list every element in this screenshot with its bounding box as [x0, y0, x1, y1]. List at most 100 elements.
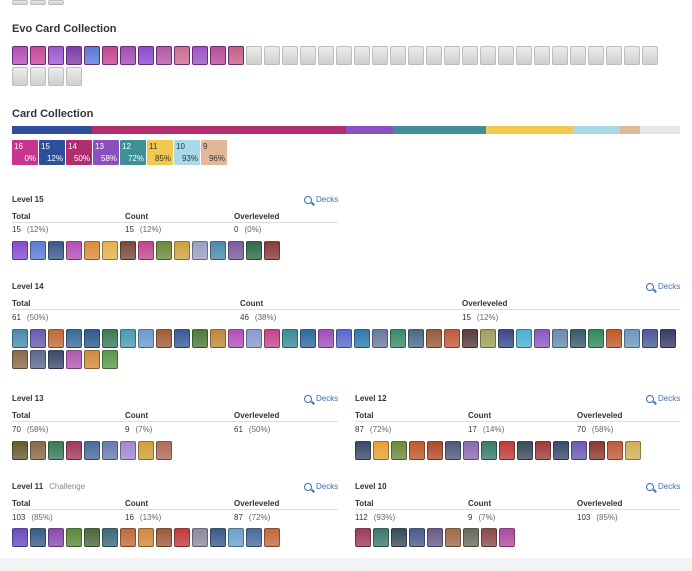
card-icon[interactable] [409, 528, 425, 547]
card-icon[interactable] [589, 441, 605, 460]
card-icon[interactable] [192, 528, 208, 547]
card-icon[interactable] [463, 441, 479, 460]
evo-card-locked[interactable] [462, 46, 478, 65]
card-icon[interactable] [156, 441, 172, 460]
card-icon[interactable] [480, 329, 496, 348]
level-box[interactable]: 15 12% [39, 140, 65, 165]
card-icon[interactable] [66, 350, 82, 369]
card-icon[interactable] [120, 528, 136, 547]
card-icon[interactable] [444, 329, 460, 348]
card-icon[interactable] [66, 441, 82, 460]
level-box[interactable]: 16 0% [12, 140, 38, 165]
card-icon[interactable] [355, 528, 371, 547]
card-icon[interactable] [264, 528, 280, 547]
evo-card-locked[interactable] [408, 46, 424, 65]
evo-card-locked[interactable] [30, 67, 46, 86]
card-icon[interactable] [246, 329, 262, 348]
evo-card-locked[interactable] [318, 46, 334, 65]
evo-card-owned[interactable] [48, 46, 64, 65]
evo-card-locked[interactable] [606, 46, 622, 65]
card-icon[interactable] [192, 241, 208, 260]
card-icon[interactable] [391, 528, 407, 547]
card-icon[interactable] [30, 329, 46, 348]
evo-card-owned[interactable] [84, 46, 100, 65]
level-13-decks-link[interactable]: Decks [304, 394, 338, 403]
evo-card-owned[interactable] [174, 46, 190, 65]
card-icon[interactable] [192, 329, 208, 348]
card-icon[interactable] [535, 441, 551, 460]
card-icon[interactable] [30, 350, 46, 369]
card-icon[interactable] [606, 329, 622, 348]
card-icon[interactable] [66, 241, 82, 260]
evo-card-owned[interactable] [192, 46, 208, 65]
card-icon[interactable] [30, 441, 46, 460]
card-icon[interactable] [282, 329, 298, 348]
card-icon[interactable] [102, 441, 118, 460]
evo-card-owned[interactable] [138, 46, 154, 65]
evo-card-owned[interactable] [120, 46, 136, 65]
evo-card-locked[interactable] [534, 46, 550, 65]
card-icon[interactable] [426, 329, 442, 348]
card-icon[interactable] [264, 241, 280, 260]
card-icon[interactable] [228, 528, 244, 547]
evo-card-locked[interactable] [264, 46, 280, 65]
evo-card-locked[interactable] [48, 67, 64, 86]
evo-card-locked[interactable] [444, 46, 460, 65]
evo-card-owned[interactable] [228, 46, 244, 65]
card-icon[interactable] [174, 528, 190, 547]
evo-card-owned[interactable] [156, 46, 172, 65]
card-icon[interactable] [48, 241, 64, 260]
card-icon[interactable] [498, 329, 514, 348]
card-icon[interactable] [409, 441, 425, 460]
card-icon[interactable] [499, 441, 515, 460]
card-icon[interactable] [481, 441, 497, 460]
level-box[interactable]: 9 96% [201, 140, 227, 165]
evo-card-locked[interactable] [372, 46, 388, 65]
card-icon[interactable] [354, 329, 370, 348]
card-icon[interactable] [210, 528, 226, 547]
evo-card-owned[interactable] [210, 46, 226, 65]
card-icon[interactable] [12, 329, 28, 348]
card-icon[interactable] [66, 528, 82, 547]
evo-card-locked[interactable] [642, 46, 658, 65]
card-icon[interactable] [174, 241, 190, 260]
card-icon[interactable] [138, 241, 154, 260]
level-15-decks-link[interactable]: Decks [304, 195, 338, 204]
card-icon[interactable] [120, 441, 136, 460]
evo-card-locked[interactable] [282, 46, 298, 65]
evo-card-locked[interactable] [480, 46, 496, 65]
card-icon[interactable] [48, 528, 64, 547]
card-icon[interactable] [12, 441, 28, 460]
level-box[interactable]: 12 72% [120, 140, 146, 165]
card-icon[interactable] [156, 329, 172, 348]
card-icon[interactable] [427, 528, 443, 547]
card-icon[interactable] [30, 241, 46, 260]
evo-card-locked[interactable] [336, 46, 352, 65]
level-11-decks-link[interactable]: Decks [304, 482, 338, 491]
evo-card-locked[interactable] [570, 46, 586, 65]
card-icon[interactable] [390, 329, 406, 348]
card-icon[interactable] [571, 441, 587, 460]
card-icon[interactable] [246, 528, 262, 547]
card-icon[interactable] [30, 528, 46, 547]
card-icon[interactable] [318, 329, 334, 348]
evo-card-locked[interactable] [246, 46, 262, 65]
card-icon[interactable] [660, 329, 676, 348]
card-icon[interactable] [138, 441, 154, 460]
evo-card-locked[interactable] [390, 46, 406, 65]
evo-card-owned[interactable] [12, 46, 28, 65]
card-icon[interactable] [552, 329, 568, 348]
card-icon[interactable] [445, 528, 461, 547]
card-icon[interactable] [210, 241, 226, 260]
card-icon[interactable] [499, 528, 515, 547]
card-icon[interactable] [12, 350, 28, 369]
card-icon[interactable] [373, 441, 389, 460]
card-icon[interactable] [156, 241, 172, 260]
card-icon[interactable] [156, 528, 172, 547]
evo-card-locked[interactable] [426, 46, 442, 65]
card-icon[interactable] [102, 528, 118, 547]
card-icon[interactable] [534, 329, 550, 348]
card-icon[interactable] [463, 528, 479, 547]
level-12-decks-link[interactable]: Decks [646, 394, 680, 403]
evo-card-locked[interactable] [624, 46, 640, 65]
